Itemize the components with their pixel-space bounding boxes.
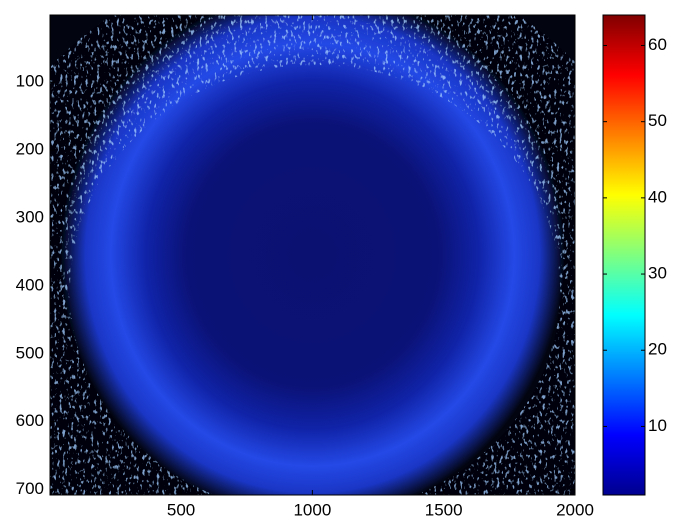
y-tick-label: 100 (16, 72, 44, 91)
x-tick-label: 1000 (293, 500, 331, 519)
x-tick-label: 500 (167, 500, 195, 519)
y-tick-label: 600 (16, 411, 44, 430)
y-tick-label: 300 (16, 207, 44, 226)
colorbar-tick-label: 10 (648, 416, 667, 435)
colorbar-tick-label: 50 (648, 111, 667, 130)
y-tick-label: 700 (16, 479, 44, 498)
colorbar-tick-label: 60 (648, 35, 667, 54)
colorbar-tick-label: 30 (648, 264, 667, 283)
y-tick-label: 400 (16, 275, 44, 294)
colorbar (602, 14, 646, 496)
colorbar-tick-label: 20 (648, 340, 667, 359)
x-tick-label: 1500 (425, 500, 463, 519)
y-tick-label: 500 (16, 343, 44, 362)
x-tick-label: 2000 (556, 500, 594, 519)
heatmap-image (50, 15, 575, 495)
y-tick-label: 200 (16, 140, 44, 159)
colorbar-tick-label: 40 (648, 187, 667, 206)
